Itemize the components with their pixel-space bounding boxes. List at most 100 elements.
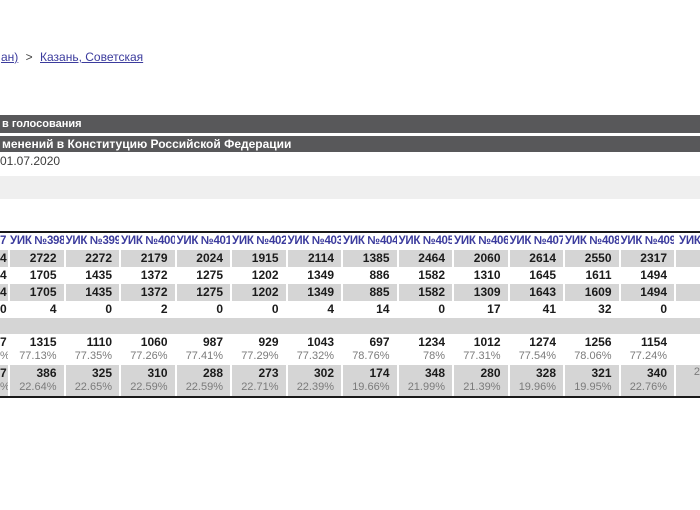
no-cell: 386 22.64% xyxy=(10,365,64,396)
count-cell: 4 xyxy=(327,302,334,316)
no-cell: 348 21.99% xyxy=(398,365,452,396)
yes-cell-percent: 77.26% xyxy=(130,350,168,362)
no-cell-percent: 22.39% xyxy=(296,381,334,393)
yes-cell-percent: 77.13% xyxy=(19,350,57,362)
yes-cell-value: 1274 xyxy=(529,335,556,349)
col-header-precinct-link[interactable]: УИК №409 xyxy=(620,235,675,247)
count-cell: 1582 xyxy=(418,268,445,282)
yes-cell-value: 987 xyxy=(202,335,223,349)
col-header-precinct-link[interactable]: УИК №400 xyxy=(121,235,175,247)
col-header-clipped-left[interactable]: 7 xyxy=(0,235,7,247)
breadcrumb: ан) > Казань, Советская xyxy=(1,50,143,64)
yes-cell-value: 1315 xyxy=(29,335,57,349)
no-cell-value: 348 xyxy=(424,366,445,380)
count-cell: 2614 xyxy=(509,250,563,267)
count-cell: 4 xyxy=(49,302,57,316)
no-cell-percent: 22.59% xyxy=(130,381,168,393)
no-cell-value: 302 xyxy=(313,366,334,380)
yes-cell-percent: 77.35% xyxy=(74,350,112,362)
count-cell: 2317 xyxy=(620,250,674,267)
yes-cell-percent: 78% xyxy=(422,350,445,362)
count-cell: 1611 xyxy=(585,268,612,282)
no-cell-value: 280 xyxy=(480,366,501,380)
no-cell-percent: 19.66% xyxy=(352,381,390,393)
count-cell: 1705 xyxy=(29,268,57,282)
count-cell: 1645 xyxy=(529,268,556,282)
col-header-precinct-link[interactable]: УИК №404 xyxy=(343,235,397,247)
empty-header-band xyxy=(0,176,700,199)
count-cell: 1372 xyxy=(121,284,175,301)
no-cell-percent: 21.39% xyxy=(463,381,501,393)
count-cell: 1349 xyxy=(307,268,334,282)
yes-cell: 1274 77.54% xyxy=(510,334,564,365)
yes-cell-percent: 78.06% xyxy=(574,350,612,362)
col-header-precinct-link[interactable]: УИК №403 xyxy=(287,235,342,247)
count-cell-clipped-left: 0 xyxy=(0,302,7,316)
no-cell-percent: 22.76% xyxy=(629,381,667,393)
col-header-precinct-link[interactable]: УИК №405 xyxy=(398,235,453,247)
yes-cell-value: 1043 xyxy=(307,335,334,349)
yes-cell: 1110 77.35% xyxy=(66,334,120,365)
separator-row xyxy=(0,318,700,334)
col-header-clipped-right[interactable]: УИК xyxy=(679,235,700,247)
count-cell: 1275 xyxy=(176,284,230,301)
no-cell: 302 22.39% xyxy=(287,365,341,396)
yes-cell-percent: 77.54% xyxy=(518,350,556,362)
yes-cell: 1256 78.06% xyxy=(565,334,619,365)
col-header-precinct-link[interactable]: УИК №406 xyxy=(454,235,508,247)
count-cell: 0 xyxy=(105,302,112,316)
no-cell-value: 321 xyxy=(591,366,612,380)
count-cell: 1582 xyxy=(398,284,452,301)
count-cell: 1494 xyxy=(620,284,674,301)
count-cell: 0 xyxy=(216,302,223,316)
count-cell: 2179 xyxy=(121,250,175,267)
yes-votes-row: 7%131577.13%111077.35%106077.26%98777.41… xyxy=(0,334,700,365)
no-cell-clipped-left: 7% xyxy=(0,365,8,396)
count-cell: 1202 xyxy=(232,284,286,301)
yes-cell-value: 1256 xyxy=(584,335,612,349)
count-cell: 41 xyxy=(542,302,556,316)
yes-cell: 1315 77.13% xyxy=(10,334,64,365)
no-cell: 273 22.71% xyxy=(232,365,286,396)
col-header-precinct-link[interactable]: УИК №401 xyxy=(176,235,231,247)
count-cell: 1494 xyxy=(640,268,667,282)
col-header-precinct-link[interactable]: УИК №399 xyxy=(65,235,120,247)
col-header-precinct-link[interactable]: УИК №407 xyxy=(509,235,564,247)
count-cell: 2722 xyxy=(10,250,64,267)
count-cell: 0 xyxy=(438,302,445,316)
no-cell-value: 310 xyxy=(147,366,168,380)
breadcrumb-current-link[interactable]: Казань, Советская xyxy=(40,50,144,64)
no-cell-value: 328 xyxy=(535,366,556,380)
no-cell-clipped-right-percent: 2 xyxy=(693,366,700,378)
count-cell: 2464 xyxy=(398,250,452,267)
count-cell: 885 xyxy=(343,284,397,301)
count-cell-clipped-right xyxy=(676,267,700,284)
no-cell-value: 325 xyxy=(91,366,112,380)
yes-cell-percent: 78.76% xyxy=(352,350,390,362)
breadcrumb-parent-link-fragment[interactable]: ан) xyxy=(1,50,19,64)
count-cell: 886 xyxy=(369,268,390,282)
count-cell: 0 xyxy=(660,302,667,316)
count-cell: 2 xyxy=(160,302,168,316)
yes-cell: 1043 77.32% xyxy=(288,334,342,365)
count-cell: 1310 xyxy=(473,268,501,282)
col-header-precinct-link[interactable]: УИК №408 xyxy=(565,235,619,247)
count-cell: 1609 xyxy=(565,284,619,301)
count-cell: 1435 xyxy=(65,284,119,301)
count-cell-clipped-right xyxy=(676,301,700,318)
count-cell: 2060 xyxy=(454,250,508,267)
yes-cell: 929 77.29% xyxy=(232,334,286,365)
no-cell-percent: 22.59% xyxy=(185,381,223,393)
count-row: 4 1705 1435 1372 1275 1202 1349 885 1582 1309 1643… xyxy=(0,284,700,301)
col-header-precinct-link[interactable]: УИК №402 xyxy=(232,235,286,247)
count-cell: 2272 xyxy=(65,250,119,267)
col-header-precinct-link[interactable]: УИК №398 xyxy=(10,235,64,247)
no-cell: 174 19.66% xyxy=(343,365,397,396)
yes-cell-clipped-right xyxy=(676,334,700,365)
yes-cell-percent: 77.29% xyxy=(241,350,279,362)
no-cell-value: 288 xyxy=(202,366,223,380)
no-cell: 288 22.59% xyxy=(176,365,230,396)
count-cell-clipped-left: 4 xyxy=(0,268,7,282)
no-cell: 310 22.59% xyxy=(121,365,175,396)
